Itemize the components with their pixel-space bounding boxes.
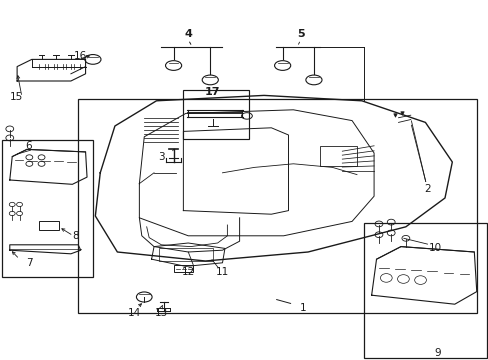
Bar — [183, 90, 249, 139]
Text: 16: 16 — [74, 51, 87, 61]
Text: 14: 14 — [127, 308, 141, 318]
Text: 3: 3 — [158, 152, 164, 162]
Bar — [159, 248, 212, 261]
Text: 9: 9 — [433, 348, 440, 358]
Text: 2: 2 — [424, 184, 430, 194]
Text: 11: 11 — [215, 267, 229, 277]
Text: 12: 12 — [181, 267, 195, 277]
Bar — [173, 265, 193, 272]
Text: 6: 6 — [25, 141, 32, 151]
Bar — [2, 140, 93, 277]
Text: 13: 13 — [154, 308, 168, 318]
Bar — [39, 221, 59, 230]
Text: 1: 1 — [299, 303, 306, 313]
Text: 4: 4 — [184, 29, 192, 39]
Bar — [78, 99, 476, 313]
Bar — [320, 146, 356, 166]
Text: 8: 8 — [72, 231, 79, 241]
Text: 15: 15 — [10, 92, 23, 102]
Text: 10: 10 — [428, 243, 441, 253]
Bar — [364, 223, 486, 358]
Text: 5: 5 — [296, 29, 304, 39]
Text: 17: 17 — [204, 87, 220, 97]
Text: 7: 7 — [26, 258, 33, 268]
